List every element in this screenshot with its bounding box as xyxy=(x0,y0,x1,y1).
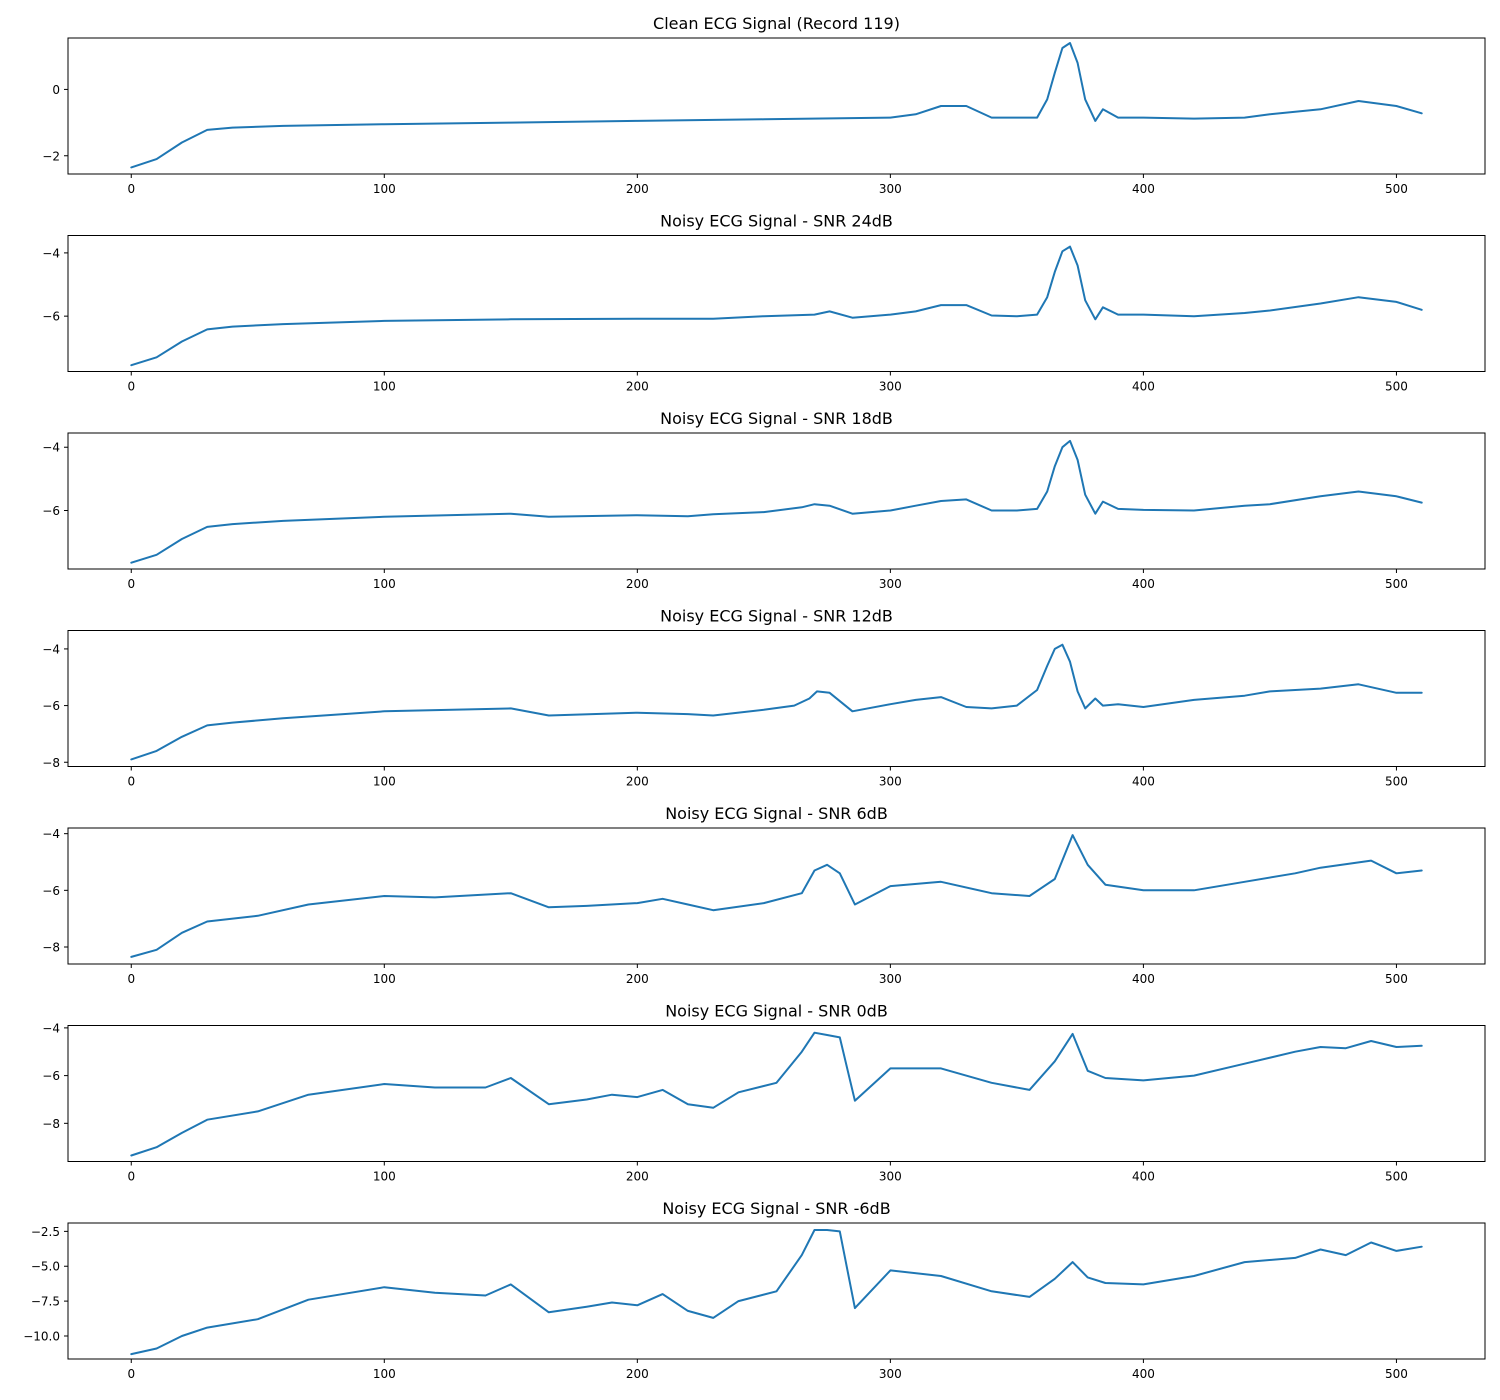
x-tick-label: 500 xyxy=(1385,380,1408,394)
x-tick-label: 0 xyxy=(127,380,135,394)
chart-title: Clean ECG Signal (Record 119) xyxy=(653,14,900,33)
x-tick-label: 0 xyxy=(127,972,135,986)
y-tick-label: −4 xyxy=(42,246,60,260)
chart-panel-4: Noisy ECG Signal - SNR 12dB 0 100 200 300 400… xyxy=(42,607,1486,789)
y-tick-label: −4 xyxy=(42,642,60,656)
y-tick-label: −6 xyxy=(42,884,60,898)
chart-title: Noisy ECG Signal - SNR 0dB xyxy=(665,1002,888,1021)
y-tick-label: −6 xyxy=(42,699,60,713)
x-tick-label: 100 xyxy=(373,775,396,789)
x-tick-label: 500 xyxy=(1385,1367,1408,1381)
chart-panel-1: Clean ECG Signal (Record 119) 0 100 200 300 4… xyxy=(42,14,1486,196)
x-tick-label: 100 xyxy=(373,380,396,394)
x-tick-label: 400 xyxy=(1132,577,1155,591)
chart-title: Noisy ECG Signal - SNR -6dB xyxy=(662,1199,890,1218)
axes-frame xyxy=(67,235,1486,372)
chart-panel-5: Noisy ECG Signal - SNR 6dB 0 100 200 300 400 5… xyxy=(42,804,1486,986)
x-tick-label: 500 xyxy=(1385,775,1408,789)
signal-line xyxy=(130,643,1423,761)
signal-line xyxy=(130,834,1423,958)
axes-frame xyxy=(67,827,1486,965)
x-tick-label: 300 xyxy=(879,380,902,394)
x-tick-label: 400 xyxy=(1132,1367,1155,1381)
x-tick-label: 200 xyxy=(626,1367,649,1381)
x-tick-label: 500 xyxy=(1385,577,1408,591)
chart-title: Noisy ECG Signal - SNR 24dB xyxy=(660,212,893,231)
chart-panel-7: Noisy ECG Signal - SNR -6dB 0 100 200 300 400… xyxy=(23,1199,1486,1381)
x-tick-label: 200 xyxy=(626,380,649,394)
x-tick-label: 100 xyxy=(373,1367,396,1381)
y-tick-label: 0 xyxy=(52,83,60,97)
chart-panel-2: Noisy ECG Signal - SNR 24dB 0 100 200 300 400… xyxy=(42,212,1486,394)
x-tick-label: 0 xyxy=(127,775,135,789)
x-tick-label: 500 xyxy=(1385,1170,1408,1184)
x-tick-label: 400 xyxy=(1132,1170,1155,1184)
signal-line xyxy=(130,42,1423,169)
x-tick-label: 200 xyxy=(626,775,649,789)
y-tick-label: −10.0 xyxy=(23,1329,60,1343)
chart-title: Noisy ECG Signal - SNR 12dB xyxy=(660,607,893,626)
x-tick-label: 0 xyxy=(127,1170,135,1184)
axes-frame xyxy=(67,1025,1486,1162)
axes-frame xyxy=(67,37,1486,175)
signal-line xyxy=(130,1229,1423,1356)
signal-line xyxy=(130,1031,1423,1157)
y-tick-label: −8 xyxy=(42,941,60,955)
x-tick-label: 200 xyxy=(626,1170,649,1184)
x-tick-label: 300 xyxy=(879,577,902,591)
y-tick-label: −8 xyxy=(42,756,60,770)
y-tick-label: −6 xyxy=(42,504,60,518)
x-tick-label: 400 xyxy=(1132,972,1155,986)
x-tick-label: 300 xyxy=(879,775,902,789)
axes-frame xyxy=(67,432,1486,570)
signal-line xyxy=(130,439,1423,564)
x-tick-label: 200 xyxy=(626,182,649,196)
y-tick-label: −2.5 xyxy=(31,1225,60,1239)
y-tick-label: −6 xyxy=(42,1069,60,1083)
x-tick-label: 400 xyxy=(1132,380,1155,394)
x-tick-label: 300 xyxy=(879,182,902,196)
chart-panel-3: Noisy ECG Signal - SNR 18dB 0 100 200 300 400… xyxy=(42,409,1486,591)
x-tick-label: 500 xyxy=(1385,182,1408,196)
x-tick-label: 100 xyxy=(373,1170,396,1184)
x-tick-label: 0 xyxy=(127,577,135,591)
y-tick-label: −7.5 xyxy=(31,1295,60,1309)
x-tick-label: 300 xyxy=(879,1170,902,1184)
x-tick-label: 0 xyxy=(127,182,135,196)
signal-line xyxy=(130,245,1423,367)
x-tick-label: 300 xyxy=(879,1367,902,1381)
x-tick-label: 300 xyxy=(879,972,902,986)
x-tick-label: 200 xyxy=(626,577,649,591)
x-tick-label: 0 xyxy=(127,1367,135,1381)
y-tick-label: −2 xyxy=(42,149,60,163)
chart-panel-6: Noisy ECG Signal - SNR 0dB 0 100 200 300 400 5… xyxy=(42,1002,1486,1184)
x-tick-label: 200 xyxy=(626,972,649,986)
x-tick-label: 500 xyxy=(1385,972,1408,986)
chart-title: Noisy ECG Signal - SNR 6dB xyxy=(665,804,888,823)
y-tick-label: −8 xyxy=(42,1117,60,1131)
y-tick-label: −4 xyxy=(42,441,60,455)
chart-title: Noisy ECG Signal - SNR 18dB xyxy=(660,409,893,428)
y-tick-label: −4 xyxy=(42,1021,60,1035)
x-tick-label: 100 xyxy=(373,577,396,591)
x-tick-label: 400 xyxy=(1132,775,1155,789)
y-tick-label: −5.0 xyxy=(31,1260,60,1274)
y-tick-label: −4 xyxy=(42,827,60,841)
x-tick-label: 100 xyxy=(373,182,396,196)
x-tick-label: 400 xyxy=(1132,182,1155,196)
x-tick-label: 100 xyxy=(373,972,396,986)
axes-frame xyxy=(67,1222,1486,1360)
axes-frame xyxy=(67,630,1486,767)
y-tick-label: −6 xyxy=(42,310,60,324)
